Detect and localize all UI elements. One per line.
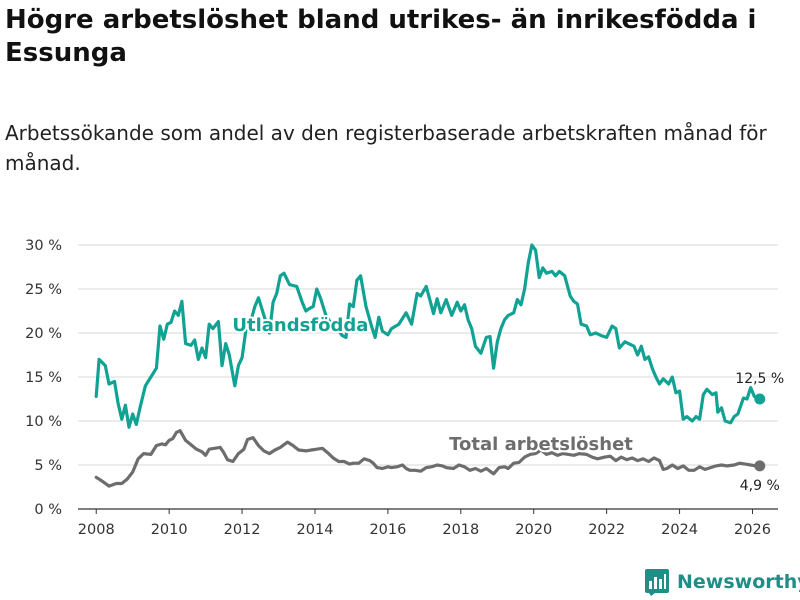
y-tick-labels: 0 % 5 % 10 % 15 % 20 % 25 % 30 % — [25, 238, 62, 518]
y-tick-label: 10 % — [25, 414, 62, 430]
x-tick-label: 2024 — [661, 522, 698, 538]
end-point-marker — [754, 460, 766, 472]
x-tick-label: 2014 — [297, 522, 334, 538]
series-lines — [94, 243, 762, 488]
x-tick-label: 2012 — [224, 522, 261, 538]
y-tick-label: 25 % — [25, 282, 62, 298]
x-tick-label: 2008 — [78, 522, 115, 538]
y-tick-label: 30 % — [25, 238, 62, 254]
end-value-label: 4,9 % — [740, 478, 780, 494]
x-axis: 2008 2010 2012 2014 2016 2018 2020 2022 2024 2026 — [78, 508, 778, 538]
x-tick-label: 2022 — [588, 522, 625, 538]
newsworthy-brand: Newsworthy — [645, 567, 800, 597]
newsworthy-logo-icon — [645, 568, 669, 596]
x-tick-label: 2010 — [151, 522, 188, 538]
y-tick-label: 15 % — [25, 370, 62, 386]
y-tick-label: 0 % — [34, 502, 62, 518]
end-value-label: 12,5 % — [735, 371, 784, 387]
x-tick-label: 2020 — [515, 522, 552, 538]
y-tick-label: 20 % — [25, 326, 62, 342]
chart-subtitle: Arbetssökande som andel av den registerb… — [5, 121, 767, 175]
series-label-foreign-born: Utlandsfödda — [232, 315, 368, 336]
x-tick-label: 2026 — [734, 522, 771, 538]
chart-title: Högre arbetslöshet bland utrikes- än inr… — [5, 5, 757, 68]
end-markers: 12,5 % 4,9 % — [735, 371, 784, 494]
x-tick-label: 2016 — [369, 522, 406, 538]
series-label-total: Total arbetslöshet — [449, 434, 633, 455]
brand-name: Newsworthy — [677, 571, 800, 593]
end-point-marker — [754, 393, 766, 405]
series-labels: Utlandsfödda Total arbetslöshet — [230, 313, 635, 457]
grid-lines — [78, 244, 778, 466]
x-tick-label: 2018 — [442, 522, 479, 538]
y-tick-label: 5 % — [34, 458, 62, 474]
series-line-total — [94, 429, 762, 488]
series-line-foreign-born — [94, 243, 762, 429]
